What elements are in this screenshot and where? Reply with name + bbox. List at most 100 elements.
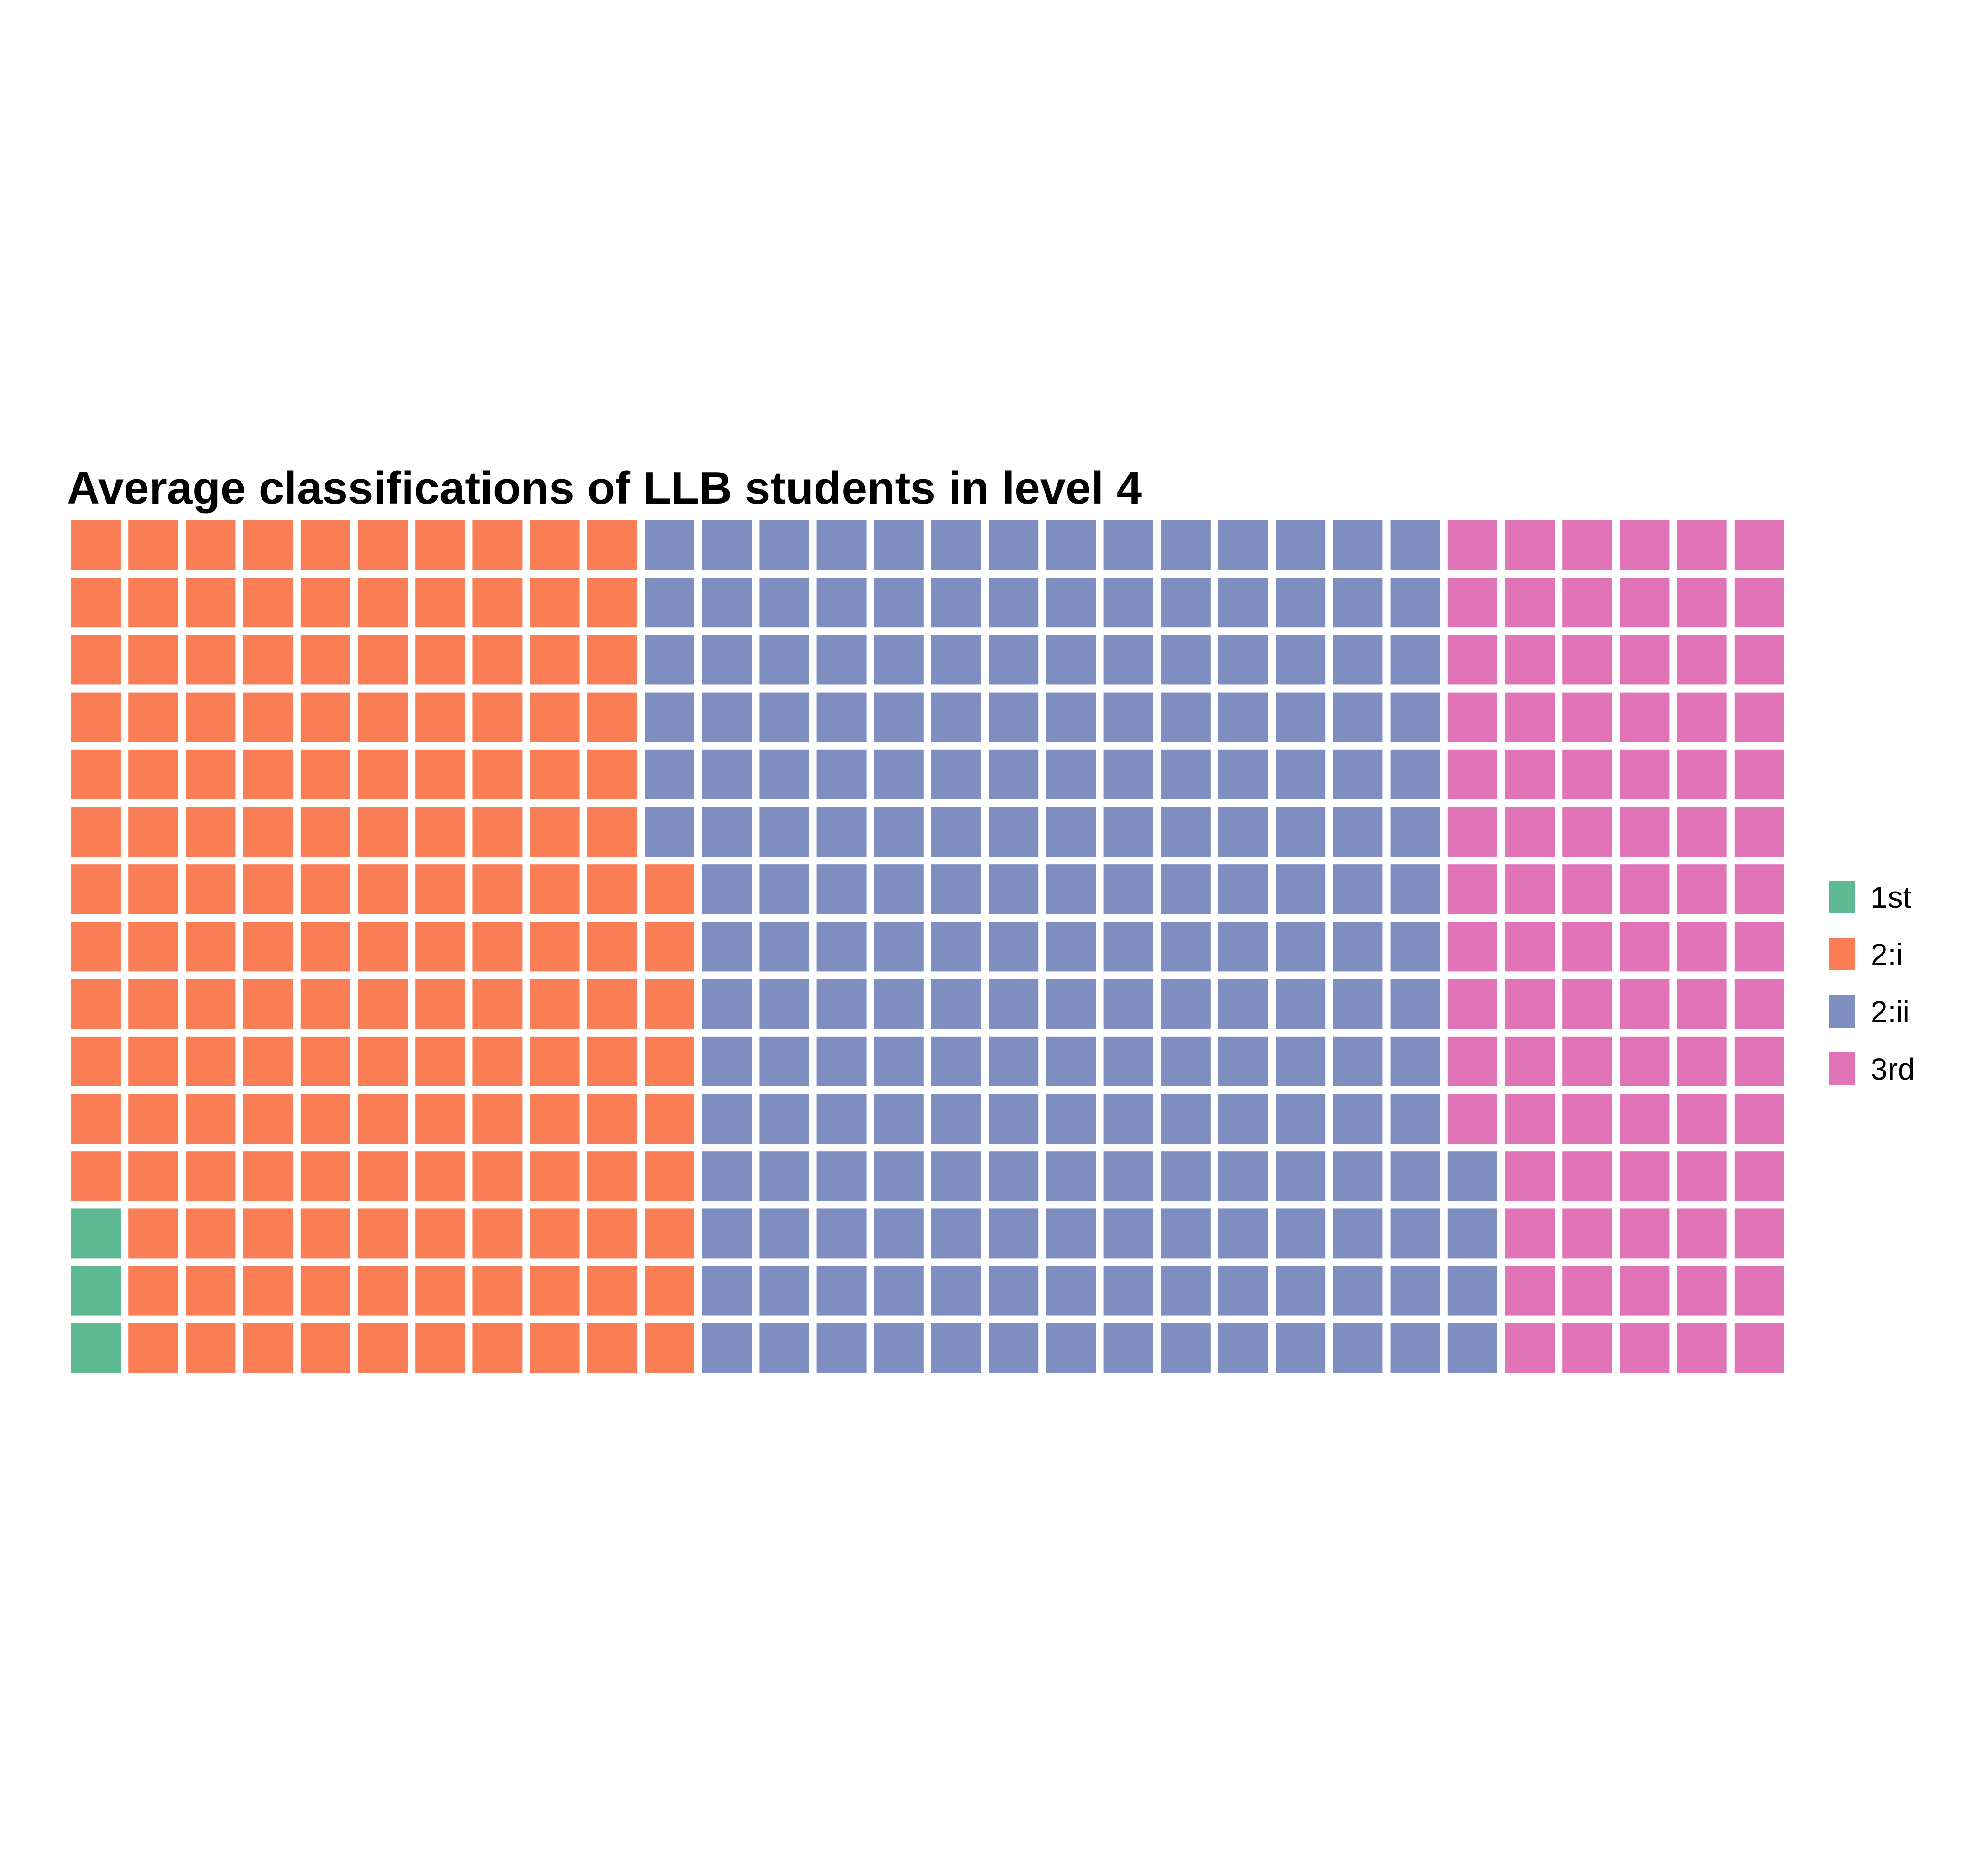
waffle-cell-2-i [530, 922, 580, 972]
waffle-cell-2-i [645, 864, 694, 914]
waffle-cell-3rd [1447, 692, 1497, 742]
waffle-cell-3rd [1734, 1151, 1784, 1201]
waffle-cell-2-ii [1390, 1323, 1440, 1373]
waffle-cell-2-i [128, 520, 178, 570]
waffle-cell-2-ii [702, 1266, 752, 1316]
waffle-cell-3rd [1620, 922, 1670, 972]
waffle-cell-2-ii [759, 692, 809, 742]
waffle-cell-2-ii [759, 1094, 809, 1144]
waffle-cell-2-ii [1161, 635, 1211, 685]
waffle-cell-2-i [587, 864, 637, 914]
waffle-cell-2-i [358, 979, 408, 1029]
waffle-cell-1st [71, 1208, 121, 1259]
waffle-cell-2-i [645, 1094, 694, 1144]
waffle-cell-2-ii [1390, 807, 1440, 857]
waffle-cell-2-i [472, 1094, 523, 1144]
waffle-cell-3rd [1677, 922, 1727, 972]
waffle-cell-2-i [300, 749, 350, 799]
waffle-cell-2-i [186, 864, 236, 914]
waffle-cell-2-ii [1390, 922, 1440, 972]
waffle-cell-2-ii [1161, 979, 1211, 1029]
legend-swatch-3rd [1829, 1052, 1855, 1085]
waffle-cell-2-i [472, 578, 523, 628]
waffle-cell-2-i [128, 864, 178, 914]
waffle-cell-2-i [472, 635, 523, 685]
waffle-cell-2-ii [816, 635, 867, 685]
waffle-cell-2-ii [1046, 922, 1096, 972]
waffle-cell-2-ii [816, 807, 867, 857]
waffle-cell-3rd [1562, 1151, 1612, 1201]
waffle-cell-2-ii [1161, 1208, 1211, 1259]
waffle-cell-3rd [1734, 807, 1784, 857]
waffle-cell-2-ii [931, 635, 981, 685]
waffle-cell-2-i [186, 922, 236, 972]
waffle-cell-3rd [1562, 635, 1612, 685]
waffle-cell-2-i [300, 1151, 350, 1201]
waffle-cell-2-i [645, 1151, 694, 1201]
waffle-cell-2-i [587, 979, 637, 1029]
waffle-cell-2-ii [931, 1036, 981, 1086]
waffle-cell-3rd [1734, 635, 1784, 685]
waffle-cell-3rd [1734, 578, 1784, 628]
waffle-cell-3rd [1677, 578, 1727, 628]
waffle-cell-2-ii [759, 1036, 809, 1086]
waffle-cell-2-ii [759, 864, 809, 914]
waffle-cell-2-ii [1161, 1036, 1211, 1086]
waffle-cell-2-ii [989, 1151, 1039, 1201]
waffle-cell-2-i [128, 1323, 178, 1373]
waffle-cell-2-i [358, 1151, 408, 1201]
waffle-cell-2-ii [1103, 520, 1153, 570]
waffle-cell-3rd [1677, 520, 1727, 570]
waffle-cell-3rd [1505, 864, 1555, 914]
waffle-cell-3rd [1620, 1036, 1670, 1086]
waffle-cell-2-i [128, 578, 178, 628]
waffle-cell-3rd [1734, 692, 1784, 742]
waffle-cell-2-i [243, 578, 293, 628]
waffle-cell-2-i [415, 578, 465, 628]
waffle-cell-2-ii [1276, 1266, 1326, 1316]
waffle-cell-2-i [530, 578, 580, 628]
waffle-cell-2-i [645, 979, 694, 1029]
waffle-cell-2-i [71, 979, 121, 1029]
waffle-cell-2-ii [702, 1208, 752, 1259]
waffle-cell-2-ii [1276, 807, 1326, 857]
waffle-cell-3rd [1620, 1266, 1670, 1316]
waffle-cell-2-i [472, 749, 523, 799]
waffle-cell-2-i [243, 520, 293, 570]
waffle-cell-2-ii [816, 1094, 867, 1144]
waffle-cell-2-ii [1103, 578, 1153, 628]
waffle-cell-2-i [587, 520, 637, 570]
waffle-cell-3rd [1620, 635, 1670, 685]
waffle-cell-2-ii [645, 807, 694, 857]
waffle-cell-2-i [300, 807, 350, 857]
waffle-cell-2-ii [931, 578, 981, 628]
waffle-cell-2-ii [1276, 1094, 1326, 1144]
waffle-cell-2-ii [1333, 635, 1383, 685]
waffle-cell-2-ii [816, 692, 867, 742]
waffle-cell-2-i [530, 864, 580, 914]
waffle-cell-2-i [415, 749, 465, 799]
waffle-cell-3rd [1505, 1323, 1555, 1373]
waffle-cell-2-i [300, 922, 350, 972]
waffle-cell-2-i [186, 520, 236, 570]
waffle-cell-2-i [587, 1266, 637, 1316]
waffle-cell-2-i [645, 1208, 694, 1259]
waffle-cell-2-ii [874, 1266, 924, 1316]
waffle-cell-2-ii [759, 1323, 809, 1373]
waffle-cell-3rd [1734, 520, 1784, 570]
waffle-cell-2-i [587, 922, 637, 972]
waffle-cell-2-ii [1103, 1094, 1153, 1144]
waffle-cell-3rd [1447, 635, 1497, 685]
waffle-cell-2-i [186, 807, 236, 857]
waffle-cell-3rd [1505, 1151, 1555, 1201]
waffle-cell-1st [71, 1323, 121, 1373]
waffle-cell-2-ii [1218, 520, 1268, 570]
waffle-cell-3rd [1562, 578, 1612, 628]
waffle-cell-2-ii [1161, 692, 1211, 742]
waffle-cell-2-ii [1390, 692, 1440, 742]
waffle-cell-3rd [1677, 635, 1727, 685]
waffle-cell-2-i [243, 749, 293, 799]
waffle-cell-2-ii [1046, 864, 1096, 914]
waffle-cell-2-ii [1046, 807, 1096, 857]
waffle-cell-2-ii [1218, 1208, 1268, 1259]
